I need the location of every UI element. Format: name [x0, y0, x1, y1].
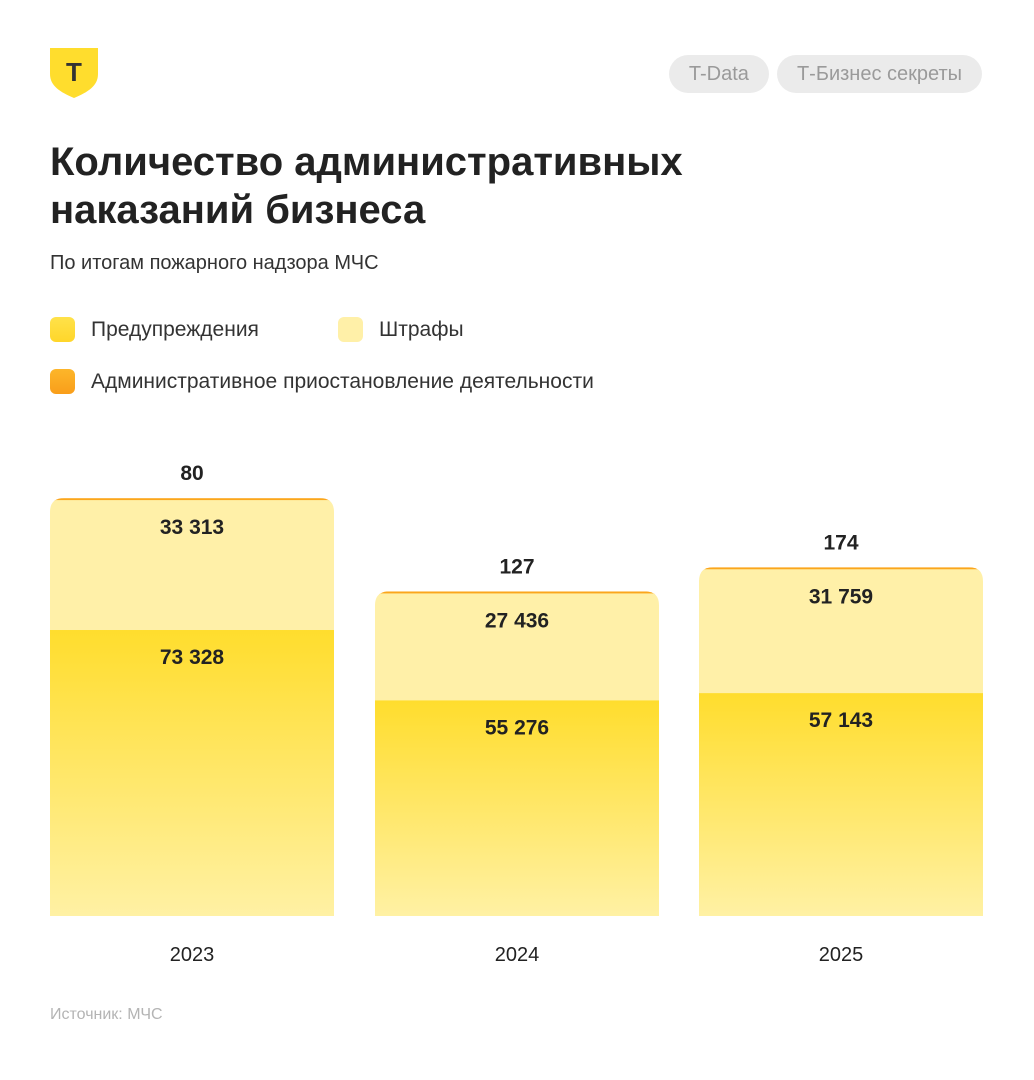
bar-fines-2025: [699, 569, 983, 695]
legend-label-fines: Штрафы: [379, 317, 464, 341]
bar-suspension-2025: [699, 567, 983, 571]
bar-fines-2023: [50, 500, 334, 632]
logo-letter: Т: [66, 57, 82, 87]
value-label-fines-2025: 31 759: [809, 585, 873, 608]
tag-list: T-Data Т-Бизнес секреты: [668, 55, 982, 93]
source-note: Источник: МЧС: [50, 1006, 163, 1023]
bar-warnings-2024: [375, 700, 659, 916]
tag-business-secrets[interactable]: Т-Бизнес секреты: [776, 55, 982, 93]
bar-fines-2024: [375, 593, 659, 702]
legend-swatch-suspension: [50, 369, 75, 394]
legend-label-warnings: Предупреждения: [91, 317, 259, 341]
value-label-fines-2023: 33 313: [160, 516, 224, 539]
x-tick-label-2024: 2024: [495, 944, 540, 966]
chart-subtitle: По итогам пожарного надзора МЧС: [50, 252, 379, 274]
bar-stack-2023: [50, 498, 334, 916]
stacked-bar-chart: 80 33 313 73 328 2023 127 27 436 55 276 2024 174…: [50, 462, 983, 966]
value-label-warnings-2025: 57 143: [809, 709, 873, 732]
legend-label-suspension: Административное приостановление деятель…: [91, 369, 594, 393]
value-label-suspension-2024: 127: [499, 555, 534, 578]
x-tick-label-2025: 2025: [819, 944, 864, 966]
value-label-warnings-2024: 55 276: [485, 716, 549, 739]
bar-warnings-2025: [699, 693, 983, 916]
brand-logo: Т: [50, 48, 98, 98]
legend-swatch-warnings: [50, 317, 75, 342]
value-label-suspension-2023: 80: [180, 462, 203, 485]
x-tick-label-2023: 2023: [170, 944, 215, 966]
bar-stack-2025: [699, 567, 983, 916]
bar-suspension-2024: [375, 591, 659, 595]
legend-item-warnings: Предупреждения: [50, 317, 259, 342]
bar-suspension-2023: [50, 498, 334, 502]
bar-stack-2024: [375, 591, 659, 916]
chart-title: Количество административных наказаний би…: [50, 140, 683, 232]
tag-t-data[interactable]: T-Data: [668, 55, 769, 93]
value-label-suspension-2025: 174: [823, 531, 858, 554]
value-label-fines-2024: 27 436: [485, 609, 549, 632]
legend-swatch-fines: [338, 317, 363, 342]
legend-item-fines: Штрафы: [338, 317, 464, 342]
value-label-warnings-2023: 73 328: [160, 646, 225, 669]
bar-warnings-2023: [50, 630, 334, 916]
legend-item-suspension: Административное приостановление деятель…: [50, 369, 594, 394]
